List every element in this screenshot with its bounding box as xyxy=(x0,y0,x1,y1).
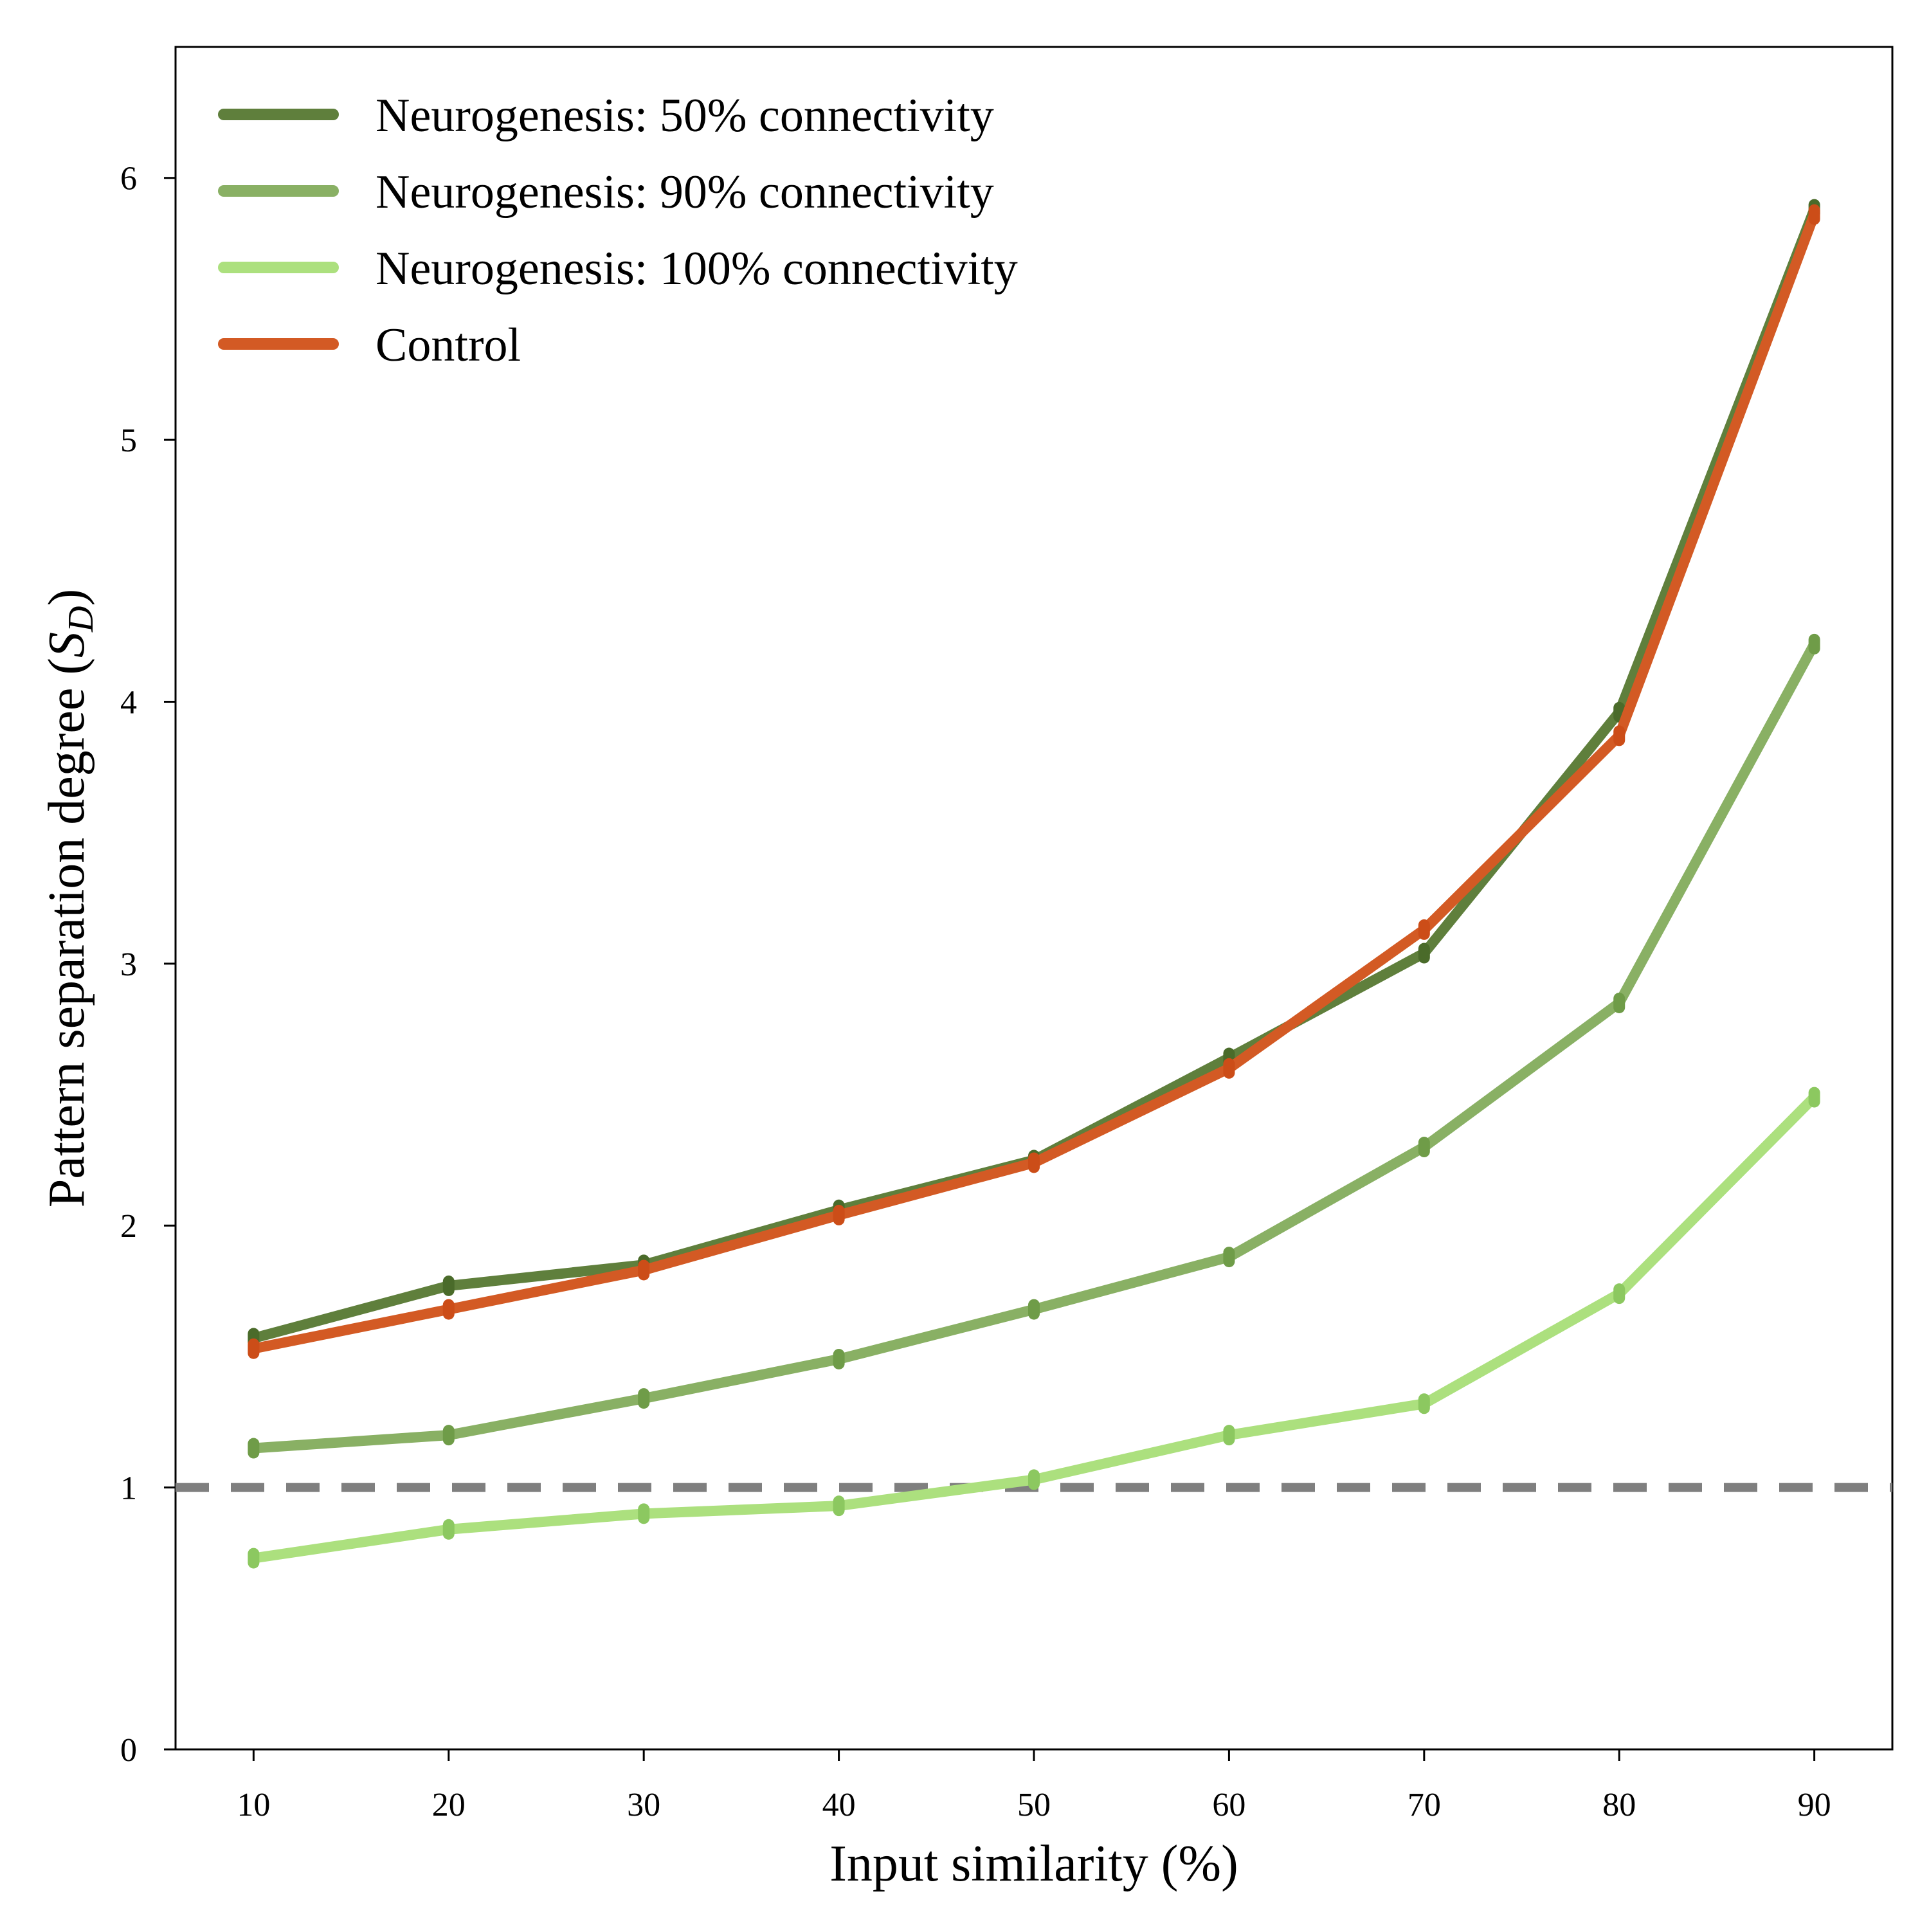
series-4-point xyxy=(1223,1058,1235,1079)
legend-item-4: Control xyxy=(218,319,521,372)
series-line-4 xyxy=(248,209,1820,1354)
y-tick-label: 4 xyxy=(120,684,137,721)
series-4 xyxy=(248,204,1820,1359)
axes-layer: 10 20 30 40 50 60 70 80 90 0 1 2 3 4 5 6 xyxy=(120,161,1831,1823)
series-2-point xyxy=(638,1388,650,1409)
x-tick-label: 70 xyxy=(1408,1787,1441,1823)
series-2-point xyxy=(1418,1137,1430,1158)
x-tick-label: 60 xyxy=(1212,1787,1245,1823)
y-tick-label: 6 xyxy=(120,161,137,197)
legend-label: Neurogenesis: 90% connectivity xyxy=(376,166,994,219)
series-4-point xyxy=(833,1204,845,1225)
series-3-point xyxy=(1223,1425,1235,1446)
series-2-point xyxy=(1613,992,1626,1013)
y-axis-label-text: Pattern separation degree ( xyxy=(39,658,95,1207)
y-tick-label: 0 xyxy=(120,1732,137,1769)
series-2-point xyxy=(442,1425,455,1446)
series-3-point xyxy=(1808,1087,1820,1108)
x-tick-label: 50 xyxy=(1017,1787,1051,1823)
series-4-point xyxy=(1418,919,1430,940)
series-3 xyxy=(248,1087,1820,1569)
series-4-point xyxy=(1613,725,1626,746)
x-tick-label: 10 xyxy=(237,1787,270,1823)
series-3-point xyxy=(638,1503,650,1524)
y-tick-label: 3 xyxy=(120,946,137,983)
x-tick-label: 30 xyxy=(627,1787,660,1823)
legend-label: Neurogenesis: 50% connectivity xyxy=(376,89,994,142)
series-3-point xyxy=(442,1519,455,1540)
x-tick-label: 90 xyxy=(1798,1787,1831,1823)
series-3-point xyxy=(1613,1283,1626,1305)
x-axis-label: Input similarity (%) xyxy=(829,1836,1238,1892)
y-axis-label-symbol: S xyxy=(39,632,95,658)
series-1-point xyxy=(442,1275,455,1296)
y-tick-label: 1 xyxy=(120,1470,137,1507)
y-tick-label: 5 xyxy=(120,422,137,459)
y-axis-label: Pattern separation degree (SD) xyxy=(39,589,101,1207)
y-axis-label-close: ) xyxy=(39,589,95,606)
legend-item-2: Neurogenesis: 90% connectivity xyxy=(218,166,994,219)
series-2-point xyxy=(1223,1247,1235,1268)
legend-label: Neurogenesis: 100% connectivity xyxy=(376,242,1018,295)
y-tick-label: 2 xyxy=(120,1208,137,1245)
legend-label: Control xyxy=(376,319,521,372)
series-2-point xyxy=(248,1438,260,1459)
series-2-point xyxy=(1808,633,1820,655)
x-tick-label: 20 xyxy=(432,1787,466,1823)
x-tick-label: 40 xyxy=(822,1787,856,1823)
x-tick-label: 80 xyxy=(1602,1787,1636,1823)
series-4-point xyxy=(638,1259,650,1281)
plot-frame xyxy=(174,46,1894,1751)
series-3-point xyxy=(833,1495,845,1517)
series-2-point xyxy=(1028,1299,1040,1320)
series-4-point xyxy=(1808,204,1820,225)
series-1-point xyxy=(1418,943,1430,964)
series-2 xyxy=(248,633,1820,1459)
series-3-point xyxy=(1418,1393,1430,1414)
legend-item-1: Neurogenesis: 50% connectivity xyxy=(218,89,994,142)
legend: Neurogenesis: 50% connectivity Neurogenes… xyxy=(218,89,1018,372)
series-4-point xyxy=(1028,1152,1040,1173)
series-3-point xyxy=(1028,1469,1040,1490)
series-layer xyxy=(248,199,1820,1569)
y-axis-label-subscript: D xyxy=(61,606,101,633)
series-2-point xyxy=(833,1348,845,1369)
legend-item-3: Neurogenesis: 100% connectivity xyxy=(218,242,1018,295)
series-4-point xyxy=(248,1338,260,1359)
series-4-point xyxy=(442,1299,455,1320)
series-3-point xyxy=(248,1548,260,1569)
